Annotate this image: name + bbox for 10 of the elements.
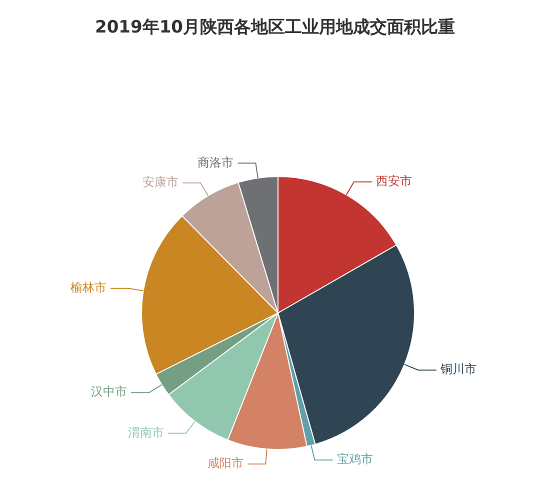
slice-label: 西安市 — [376, 174, 412, 188]
slice-label: 商洛市 — [198, 155, 234, 170]
slice-label: 安康市 — [142, 174, 178, 189]
slice-label: 榆林市 — [70, 280, 107, 294]
slice-label: 咸阳市 — [208, 456, 244, 470]
chart-title: 2019年10月陕西各地区工业用地成交面积比重 — [95, 17, 455, 38]
slice-label: 铜川市 — [439, 362, 476, 376]
slice-label: 宝鸡市 — [336, 452, 373, 466]
slice-label: 渭南市 — [128, 425, 164, 440]
slice-label: 汉中市 — [91, 384, 128, 399]
